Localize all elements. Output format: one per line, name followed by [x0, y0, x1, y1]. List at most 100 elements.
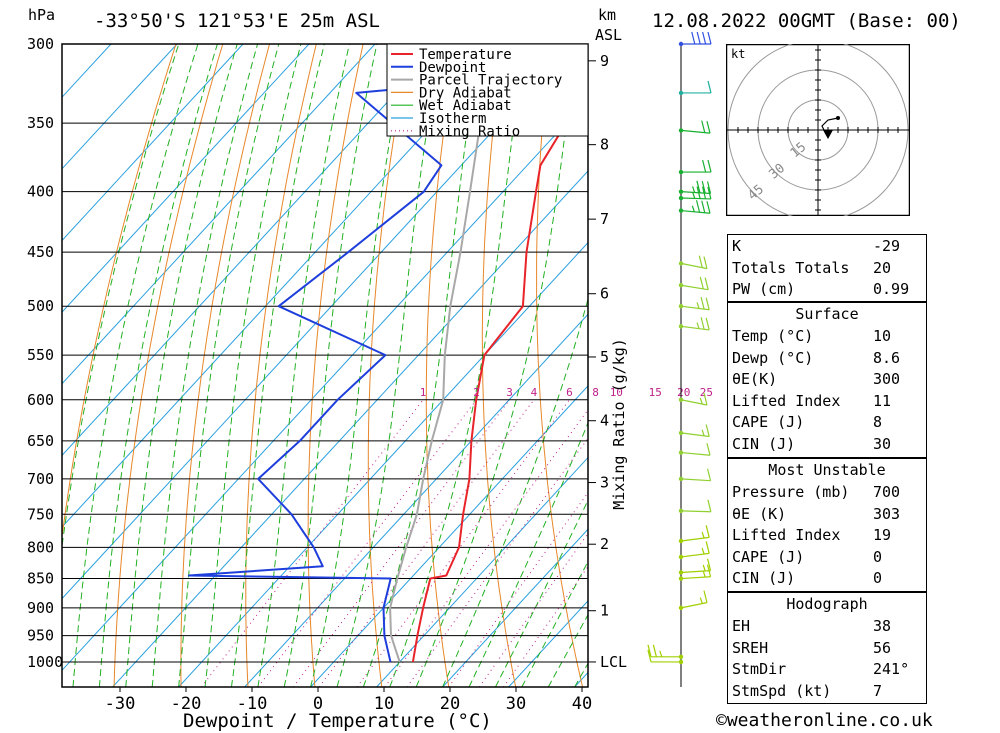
temperature-tick-label: -20 — [171, 694, 202, 714]
table-row: CIN (J) 30 — [732, 435, 922, 456]
wind-barb — [678, 392, 708, 406]
wind-barb-flag — [696, 31, 701, 45]
pressure-tick-label: 850 — [27, 570, 54, 588]
dry-adiabat-line — [62, 44, 177, 541]
table-title: Surface — [795, 305, 859, 323]
wind-barb-half — [702, 564, 706, 572]
km-tick-label: 4 — [600, 412, 609, 430]
wind-barb-half — [699, 597, 703, 604]
x-axis-title: Dewpoint / Temperature (°C) — [183, 710, 492, 732]
wind-barb-flag — [707, 159, 712, 173]
mixing-ratio-line — [257, 399, 477, 687]
copyright-footer[interactable]: ©weatheronline.co.uk — [716, 710, 933, 731]
wind-barb — [678, 120, 711, 134]
isotherm-line — [442, 528, 588, 687]
isotherm-line — [62, 44, 244, 242]
isotherm-line — [310, 385, 588, 687]
wind-barb-flag — [705, 525, 710, 538]
table-row: CIN (J) 0 — [732, 569, 922, 590]
hodograph-table: Hodograph EH 38 SREH 56 StmDir 241° StmSpd (kt)… — [727, 592, 927, 704]
row-label: CAPE (J) — [732, 547, 805, 566]
row-value: 7 — [873, 681, 883, 700]
legend-label: Isotherm — [419, 111, 486, 127]
wind-barb-flag — [696, 180, 701, 193]
dry-adiabat-line — [971, 44, 1000, 687]
pressure-tick-label: 400 — [27, 183, 54, 201]
row-label: Dewp (°C) — [732, 348, 814, 367]
wet-adiabat-line — [178, 44, 280, 687]
wind-barb-flag — [647, 649, 652, 663]
legend-label: Parcel Trajectory — [419, 73, 562, 89]
table-row: θE(K) 300 — [732, 370, 922, 391]
wind-barb-half — [696, 302, 700, 309]
wet-adiabat-line — [230, 44, 325, 687]
wind-barb — [678, 443, 711, 456]
wind-barb-flag — [707, 31, 712, 45]
row-label: θE(K) — [732, 370, 778, 388]
most-unstable-table: Most Unstable Pressure (mb) 700 θE (K) 303 Li… — [727, 458, 927, 592]
dry-adiabat-line — [113, 44, 224, 687]
wind-barb-half — [702, 570, 706, 578]
row-value: 19 — [873, 526, 892, 544]
wind-barb-shaft — [680, 129, 711, 134]
km-tick-label: 1 — [600, 602, 609, 620]
pressure-tick-label: 750 — [27, 505, 54, 523]
table-row: θE (K) 303 — [732, 505, 922, 526]
mixing-ratio-label: 1 — [420, 386, 427, 399]
wind-barb — [678, 564, 712, 581]
wind-barb-shaft — [680, 602, 708, 609]
table-row: StmSpd (kt) 7 — [732, 682, 922, 703]
temperature-tick-label: 0 — [313, 694, 323, 714]
wind-barb — [678, 317, 710, 331]
wind-barb-flag — [701, 200, 706, 213]
wet-adiabat-line — [72, 44, 199, 687]
mixing-ratio-axis-title: Mixing Ratio (g/kg) — [609, 338, 628, 510]
wet-adiabat-line — [415, 44, 577, 687]
wet-adiabat-line — [310, 44, 408, 687]
row-value: 0.99 — [873, 280, 910, 298]
row-value: 38 — [873, 617, 892, 635]
mixing-ratio-label: 2 — [473, 386, 480, 399]
row-label: PW (cm) — [732, 280, 796, 298]
wet-adiabat-line — [98, 44, 218, 687]
wind-barb-flag — [703, 392, 708, 406]
mixing-ratio-line — [478, 532, 588, 687]
wet-adiabat-line — [336, 44, 442, 687]
temperature-tick-label: -10 — [237, 694, 268, 714]
wind-barb-flag — [702, 31, 707, 45]
mixing-ratio-label: 10 — [610, 386, 623, 399]
plot-frame — [61, 43, 589, 688]
km-tick-label: 3 — [600, 474, 609, 492]
wind-barb-flag — [706, 564, 712, 577]
row-label: Lifted Index — [732, 391, 841, 410]
row-value: 30 — [873, 434, 892, 453]
wind-barb — [678, 186, 712, 201]
wet-adiabat-line — [257, 44, 351, 687]
row-value: 241° — [873, 660, 910, 678]
wind-barb — [678, 276, 709, 291]
wind-barb-shaft — [680, 432, 710, 438]
wind-barb-flag — [704, 277, 709, 290]
table-row: Totals Totals 20 — [732, 259, 922, 280]
legend-label: Mixing Ratio — [419, 124, 520, 140]
row-value: 300 — [873, 370, 901, 388]
wind-barb-flag — [705, 297, 710, 310]
hodograph-trace-end — [836, 116, 840, 120]
wind-barb-flag — [698, 255, 703, 268]
wind-barb — [678, 200, 711, 214]
wind-barb-flag — [705, 424, 710, 437]
table-row: EH 38 — [732, 617, 922, 638]
wet-adiabat-line — [204, 44, 302, 687]
mixing-ratio-label: 6 — [566, 386, 573, 399]
legend-label: Dewpoint — [419, 60, 486, 76]
row-value: 11 — [873, 391, 892, 410]
km-tick-label: 6 — [600, 285, 609, 303]
row-label: Pressure (mb) — [732, 483, 850, 501]
row-value: -29 — [873, 237, 901, 255]
wind-barb-flag — [701, 120, 706, 133]
wind-barb-flag — [706, 558, 712, 571]
pressure-tick-label: 1000 — [27, 653, 63, 671]
mixing-ratio-label: 8 — [592, 386, 599, 399]
pressure-unit-label: hPa — [28, 6, 56, 24]
